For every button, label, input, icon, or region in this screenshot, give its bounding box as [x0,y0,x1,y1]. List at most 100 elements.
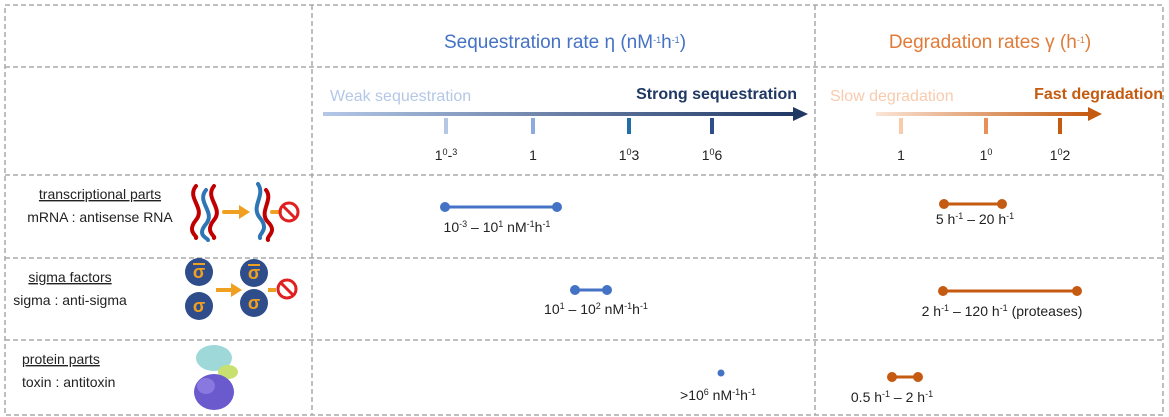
superscript: -1 [941,303,949,313]
range-end [1072,286,1082,296]
range-end [440,202,450,212]
block-sign [278,201,300,223]
text-part: 10 [444,219,460,235]
superscript: 3 [452,147,457,157]
tick-mark [444,118,448,134]
superscript: 1 [560,301,565,311]
text-part: h [632,301,640,317]
superscript: 6 [704,387,709,397]
text-part: 1 [897,147,905,163]
range-end [570,285,580,295]
scale-label: Weak sequestration [330,88,471,105]
superscript: -1 [640,301,648,311]
text-part: h [740,387,748,403]
superscript: 0 [443,147,448,157]
tick-label: 106 [702,147,723,163]
row-pair: toxin : antitoxin [22,374,115,390]
tick-label: 10 [980,147,993,163]
tick-mark [627,118,631,134]
degradation-range: 2 h-1 – 120 h-1 (proteases) [922,303,1083,319]
text-part: 0.5 h [851,389,882,405]
rna-strand [190,184,201,240]
arrow-shaft [323,112,795,116]
text-part: 10 [544,301,560,317]
range-end [552,202,562,212]
sigma-circle [240,289,268,317]
sigma-symbol: σ [193,296,205,316]
sigma-symbol: σ [248,263,260,283]
range-end [913,372,923,382]
tick-label: 1 [897,147,905,163]
protein-domain [197,378,215,394]
text-part: h [661,32,672,53]
rna-strand [262,188,274,242]
text-part: nM [503,219,526,235]
text-part: – 2 h [890,389,925,405]
text-part: 1 [529,147,537,163]
range-point [717,369,725,377]
degradation-range: 0.5 h-1 – 2 h-1 [851,389,933,405]
sequestration-range: 10-3 – 101 nM-1h-1 [444,219,551,235]
protein-domain [218,365,238,379]
row-pair: sigma : anti-sigma [13,292,127,308]
rna-strand [254,182,266,240]
text-part: >10 [680,387,704,403]
block-sign [276,278,298,300]
protein-icon [194,345,238,410]
rna-strand [208,184,219,240]
superscript: -1 [882,389,890,399]
tick-mark [710,118,714,134]
superscript: -1 [748,387,756,397]
arrow-head [1088,107,1102,121]
tick-mark [899,118,903,134]
superscript: 1 [498,219,503,229]
text-part: nM [709,387,732,403]
text-part: 1 [435,147,443,163]
table-grid [4,4,1164,416]
sigma-circle [240,259,268,287]
text-part: 3 [632,147,640,163]
arrow-head [239,205,250,219]
row-name: transcriptional parts [39,186,161,202]
sequestration-range: >106 nM-1h-1 [680,387,756,403]
scale-label: Strong sequestration [636,86,797,103]
tick-label: 10-3 [435,147,458,163]
superscript: 2 [596,301,601,311]
text-part: ) [1085,32,1091,53]
superscript: -1 [1006,211,1014,221]
range-end [938,286,948,296]
superscript: -1 [527,219,535,229]
range-end [997,199,1007,209]
sigma-symbol: σ [193,262,205,282]
superscript: -1 [925,389,933,399]
protein-domain [194,374,234,410]
superscript: 0 [626,147,631,157]
text-part: – 120 h [949,303,1000,319]
block-sign [281,204,297,220]
text-part: h [535,219,543,235]
text-part: - [448,147,453,163]
superscript: -1 [672,35,680,45]
tick-mark [1058,118,1062,134]
superscript: -1 [624,301,632,311]
sigma-circle [185,292,213,320]
arrow-head [793,107,808,121]
scale-label: Fast degradation [1034,86,1163,103]
text-part: 1 [1050,147,1058,163]
superscript: -1 [653,35,661,45]
rna-strand [200,188,211,242]
superscript: 0 [987,147,992,157]
text-part: – 20 h [963,211,1006,227]
sigma-symbol: σ [248,293,260,313]
text-part: 5 h [936,211,955,227]
superscript: -1 [1077,35,1085,45]
border [4,4,1164,416]
range-end [602,285,612,295]
tick-mark [531,118,535,134]
degradation-ranges [887,199,1082,382]
superscript: -1 [1000,303,1008,313]
row-pair: mRNA : antisense RNA [27,209,173,225]
sequestration-range: 101 – 102 nM-1h-1 [544,301,648,317]
superscript: 0 [1057,147,1062,157]
